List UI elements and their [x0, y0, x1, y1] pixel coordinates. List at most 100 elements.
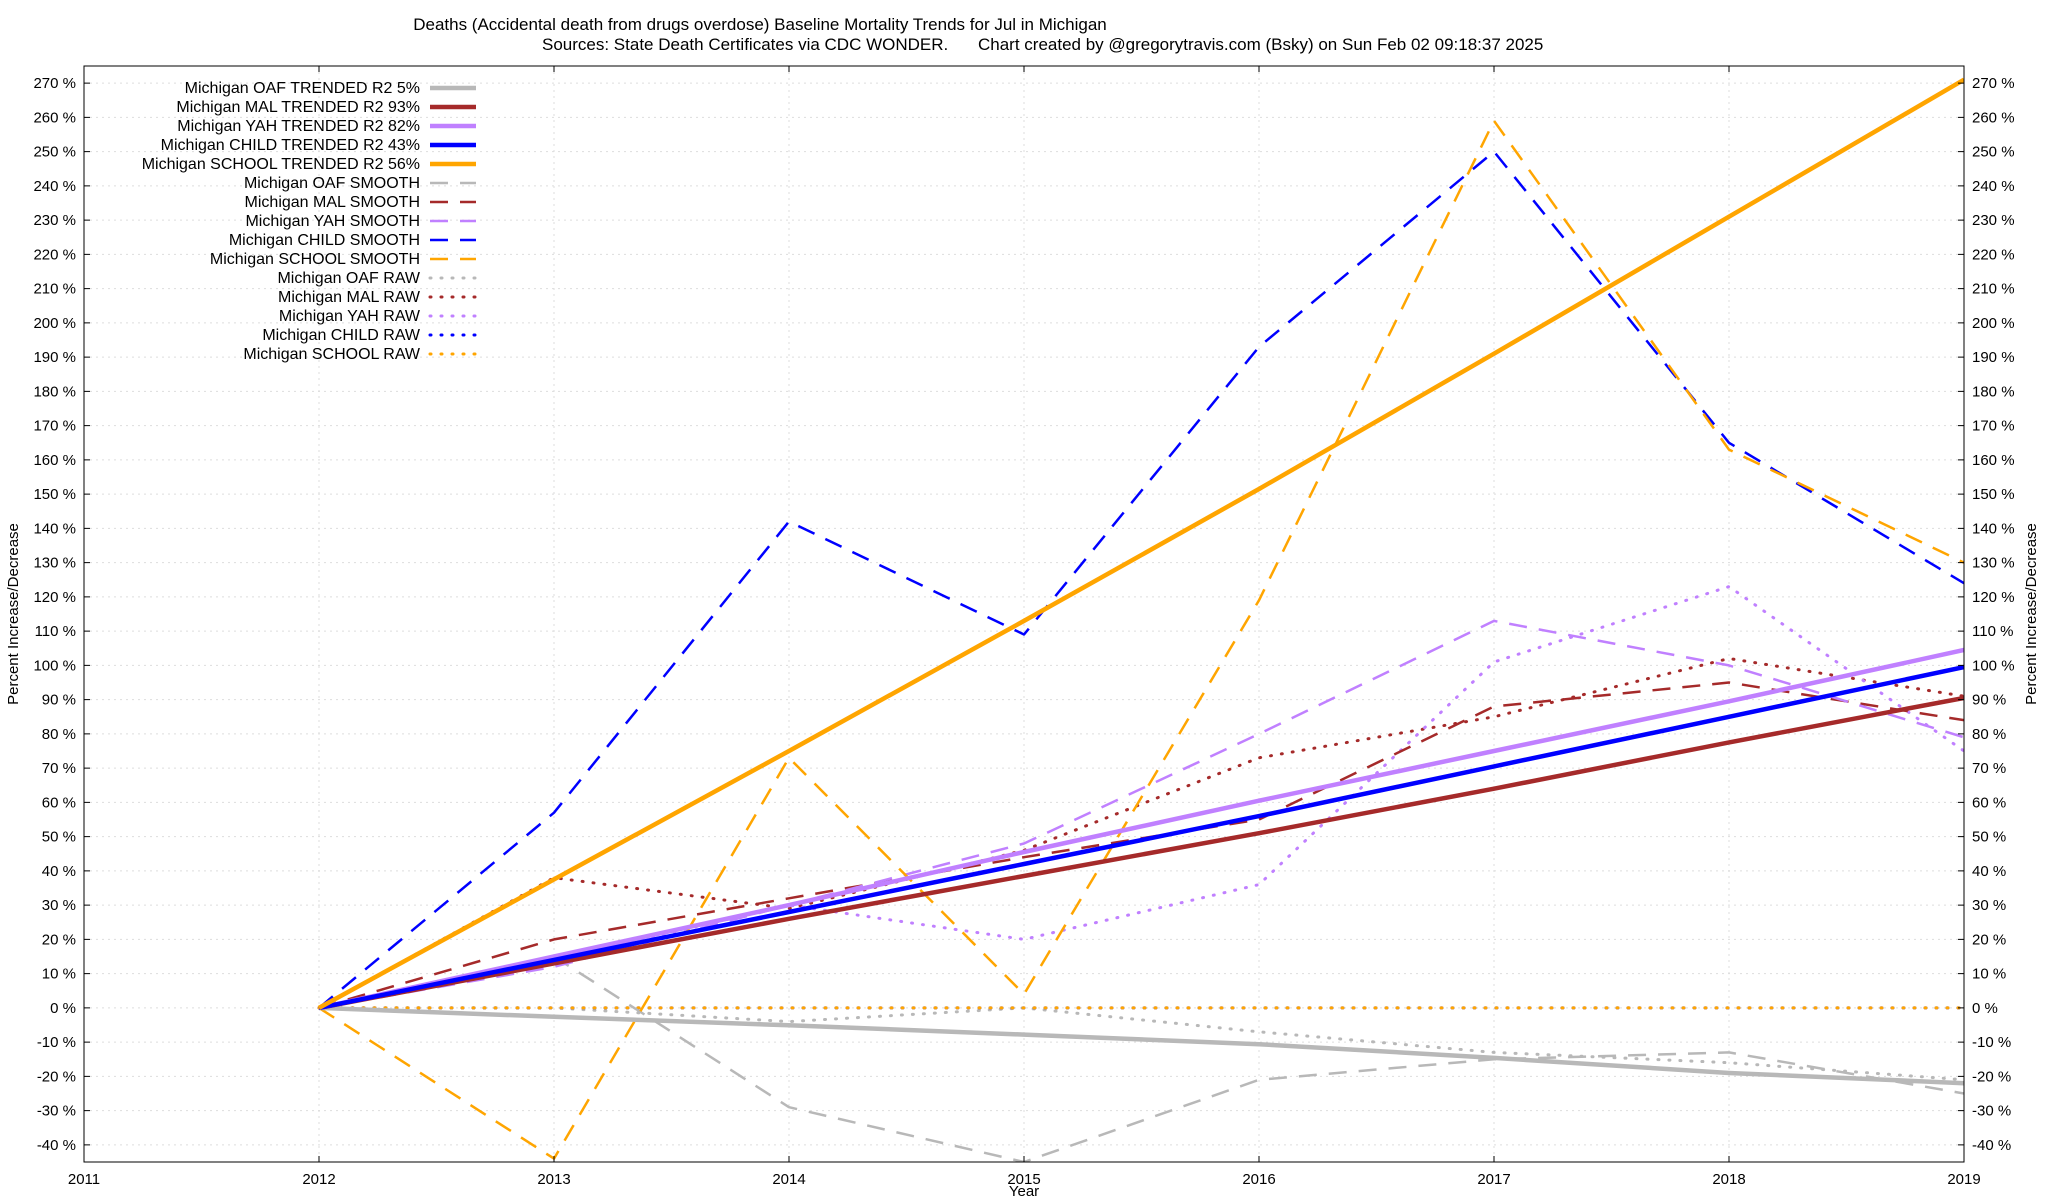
y-tick-label-right: 160 %: [1972, 452, 2015, 469]
series-line: [317, 657, 1964, 1010]
y-tick-label-right: 130 %: [1972, 555, 2015, 572]
legend-item: Michigan SCHOOL TRENDED R2 56%: [142, 156, 476, 173]
series-michigan-child-trended-r2-43: [318, 664, 1964, 1011]
legend: Michigan OAF TRENDED R2 5% Michigan MAL T…: [142, 80, 478, 363]
legend-item: Michigan MAL RAW: [278, 289, 478, 306]
y-tick-label-left: 180 %: [33, 383, 76, 400]
y-tick-label-left: 230 %: [33, 212, 76, 229]
legend-item: Michigan MAL SMOOTH: [245, 194, 476, 211]
legend-item: Michigan OAF SMOOTH: [244, 175, 476, 192]
y-tick-label-left: 100 %: [33, 657, 76, 674]
y-tick-label-right: 210 %: [1972, 281, 2015, 298]
y-tick-label-right: 50 %: [1972, 829, 2006, 846]
legend-label: Michigan OAF TRENDED R2 5%: [185, 80, 420, 97]
y-tick-label-right: 20 %: [1972, 931, 2006, 948]
y-tick-label-right: -40 %: [1972, 1137, 2011, 1154]
series-line: [318, 664, 1964, 1011]
y-tick-label-left: 10 %: [42, 966, 76, 983]
y-tick-label-right: 40 %: [1972, 863, 2006, 880]
y-tick-label-right: 260 %: [1972, 109, 2015, 126]
y-tick-label-left: -10 %: [37, 1034, 76, 1051]
y-tick-label-left: 20 %: [42, 931, 76, 948]
y-tick-label-right: 220 %: [1972, 246, 2015, 263]
series-michigan-child-smooth: [318, 150, 1964, 1009]
y-tick-label-right: 180 %: [1972, 383, 2015, 400]
legend-label: Michigan MAL RAW: [278, 289, 421, 306]
series-line: [318, 647, 1964, 1011]
y-tick-label-left: 120 %: [33, 589, 76, 606]
legend-item: Michigan SCHOOL RAW: [243, 346, 478, 363]
y-tick-label-right: 0 %: [1972, 1000, 1998, 1017]
y-tick-label-left: -20 %: [37, 1068, 76, 1085]
y-tick-label-right: 70 %: [1972, 760, 2006, 777]
y-tick-label-left: 40 %: [42, 863, 76, 880]
y-tick-label-right: 240 %: [1972, 178, 2015, 195]
y-tick-label-left: 200 %: [33, 315, 76, 332]
x-tick-label: 2017: [1477, 1171, 1510, 1188]
y-tick-label-right: 170 %: [1972, 418, 2015, 435]
y-axis-label-left: Percent Increase/Decrease: [5, 523, 22, 705]
series-michigan-oaf-raw: [317, 1006, 1964, 1082]
y-tick-label-right: 270 %: [1972, 75, 2015, 92]
legend-label: Michigan SCHOOL RAW: [243, 346, 421, 363]
series-michigan-oaf-trended-r2-5: [318, 1005, 1964, 1086]
x-tick-label: 2015: [1007, 1171, 1040, 1188]
y-tick-label-right: 230 %: [1972, 212, 2015, 229]
y-tick-label-left: -30 %: [37, 1103, 76, 1120]
y-tick-label-left: 90 %: [42, 692, 76, 709]
legend-label: Michigan OAF SMOOTH: [244, 175, 420, 192]
series-michigan-mal-raw: [317, 657, 1964, 1010]
x-tick-label: 2012: [302, 1171, 335, 1188]
y-tick-label-right: -20 %: [1972, 1068, 2011, 1085]
legend-label: Michigan YAH RAW: [279, 308, 421, 325]
legend-item: Michigan OAF RAW: [277, 270, 478, 287]
ticks: 2011 2012 2013 2014 2015 2016 2017 2018 2019 270 …: [33, 66, 2015, 1188]
series-michigan-oaf-smooth: [318, 955, 1964, 1162]
legend-item: Michigan CHILD SMOOTH: [229, 232, 476, 249]
series-michigan-school-trended-r2-56: [317, 77, 1964, 1010]
series-line: [318, 619, 1964, 1010]
y-tick-label-right: 60 %: [1972, 794, 2006, 811]
series-michigan-yah-trended-r2-82: [318, 647, 1964, 1011]
y-tick-label-right: -30 %: [1972, 1103, 2011, 1120]
y-tick-label-left: 110 %: [35, 623, 76, 640]
y-tick-label-right: 80 %: [1972, 726, 2006, 743]
legend-item: Michigan SCHOOL SMOOTH: [210, 251, 476, 268]
x-axis-label: Year: [1009, 1183, 1039, 1200]
legend-item: Michigan CHILD RAW: [262, 327, 478, 344]
legend-label: Michigan YAH TRENDED R2 82%: [177, 118, 420, 135]
x-tick-label: 2013: [537, 1171, 570, 1188]
y-tick-label-right: 30 %: [1972, 897, 2006, 914]
series-line: [318, 119, 1964, 1160]
y-tick-label-right: 150 %: [1972, 486, 2015, 503]
legend-label: Michigan MAL SMOOTH: [245, 194, 420, 211]
series-line: [318, 1005, 1964, 1086]
series-michigan-school-smooth: [318, 119, 1964, 1160]
legend-item: Michigan YAH TRENDED R2 82%: [177, 118, 476, 135]
legend-label: Michigan CHILD TRENDED R2 43%: [161, 137, 420, 154]
y-tick-label-left: 220 %: [33, 246, 76, 263]
legend-label: Michigan SCHOOL TRENDED R2 56%: [142, 156, 420, 173]
legend-item: Michigan YAH RAW: [279, 308, 478, 325]
series-line: [318, 695, 1964, 1011]
chart-subtitle-credit: Chart created by @gregorytravis.com (Bsk…: [978, 35, 1543, 54]
y-tick-label-right: 190 %: [1972, 349, 2015, 366]
y-tick-label-left: -40 %: [37, 1137, 76, 1154]
y-tick-label-left: 260 %: [33, 109, 76, 126]
y-tick-label-right: 120 %: [1972, 589, 2015, 606]
y-tick-label-left: 140 %: [33, 520, 76, 537]
series-michigan-mal-trended-r2-93: [318, 695, 1964, 1011]
legend-item: Michigan CHILD TRENDED R2 43%: [161, 137, 476, 154]
legend-label: Michigan CHILD RAW: [262, 327, 421, 344]
legend-label: Michigan SCHOOL SMOOTH: [210, 251, 420, 268]
y-tick-label-left: 270 %: [33, 75, 76, 92]
y-tick-label-left: 60 %: [42, 794, 76, 811]
y-tick-label-left: 210 %: [33, 281, 76, 298]
y-tick-label-left: 80 %: [42, 726, 76, 743]
y-tick-label-left: 190 %: [33, 349, 76, 366]
legend-label: Michigan YAH SMOOTH: [245, 213, 420, 230]
y-tick-label-right: 110 %: [1972, 623, 2013, 640]
x-tick-label: 2019: [1947, 1171, 1980, 1188]
y-tick-label-right: 200 %: [1972, 315, 2015, 332]
